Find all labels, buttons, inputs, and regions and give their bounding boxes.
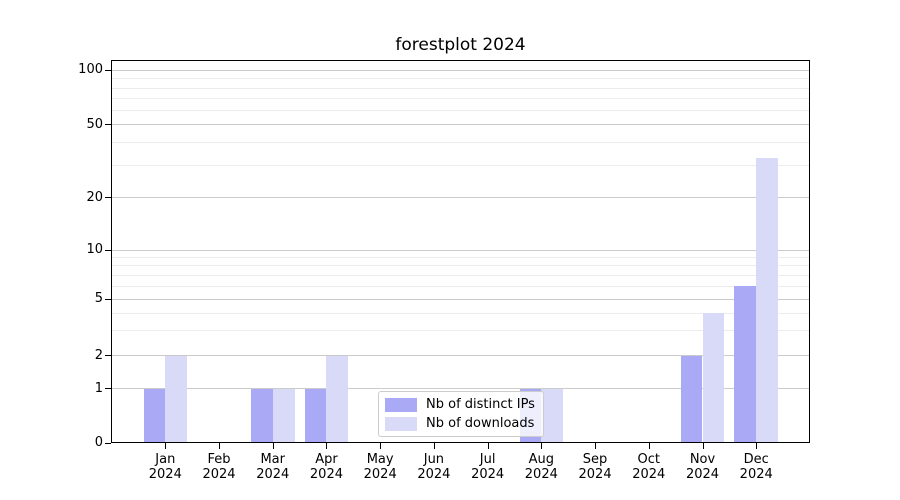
legend-label-distinct-ips: Nb of distinct IPs	[426, 397, 535, 412]
bar-distinct-ips-dec	[734, 286, 757, 442]
y-tick-50	[105, 124, 111, 126]
x-tick-may	[380, 443, 382, 449]
gridline-minor-30	[112, 165, 809, 167]
x-tick-label-jan: Jan 2024	[148, 452, 182, 482]
chart-title: forestplot 2024	[395, 35, 526, 55]
bar-distinct-ips-jan	[143, 388, 166, 442]
x-tick-label-may: May 2024	[363, 452, 397, 482]
x-tick-aug	[541, 443, 543, 449]
y-tick-label-100: 100	[78, 62, 103, 78]
gridline-minor-8	[112, 265, 809, 267]
legend-swatch-downloads	[385, 416, 417, 431]
y-tick-10	[105, 249, 111, 251]
x-tick-label-nov: Nov 2024	[685, 452, 720, 482]
x-tick-jul	[487, 443, 489, 449]
gridline-minor-90	[112, 78, 809, 80]
x-tick-apr	[326, 443, 328, 449]
x-tick-label-oct: Oct 2024	[632, 452, 666, 482]
x-tick-label-feb: Feb 2024	[202, 452, 236, 482]
x-tick-sep	[595, 443, 597, 449]
gridline-minor-4	[112, 312, 809, 314]
y-tick-label-0: 0	[94, 435, 103, 450]
gridline-major-5	[112, 298, 809, 300]
x-tick-label-mar: Mar 2024	[256, 452, 290, 482]
y-tick-2	[105, 355, 111, 357]
y-tick-label-10: 10	[86, 242, 103, 257]
x-tick-label-apr: Apr 2024	[309, 452, 343, 482]
bar-downloads-dec	[756, 158, 779, 442]
gridline-minor-80	[112, 87, 809, 89]
gridline-major-10	[112, 249, 809, 251]
gridline-minor-40	[112, 142, 809, 144]
x-tick-label-aug: Aug 2024	[524, 452, 558, 482]
y-tick-label-5: 5	[94, 291, 103, 307]
y-tick-5	[105, 298, 111, 300]
y-tick-100	[105, 69, 111, 71]
bar-distinct-ips-nov	[680, 355, 703, 442]
x-tick-label-dec: Dec 2024	[739, 452, 773, 482]
y-tick-label-2: 2	[94, 347, 103, 363]
legend-item-distinct-ips: Nb of distinct IPs	[385, 397, 537, 412]
bar-downloads-mar	[272, 388, 295, 442]
x-tick-label-sep: Sep 2024	[578, 452, 612, 482]
gridline-major-50	[112, 124, 809, 126]
x-tick-oct	[648, 443, 650, 449]
y-tick-label-1: 1	[94, 380, 103, 396]
bar-downloads-jan	[165, 355, 188, 442]
legend-item-downloads: Nb of downloads	[385, 416, 537, 431]
x-tick-jan	[165, 443, 167, 449]
bar-distinct-ips-mar	[250, 388, 273, 442]
x-tick-mar	[272, 443, 274, 449]
y-tick-20	[105, 197, 111, 199]
bar-downloads-apr	[326, 355, 349, 442]
bar-downloads-nov	[702, 313, 725, 442]
gridline-major-100	[112, 69, 809, 71]
gridline-minor-60	[112, 110, 809, 112]
gridline-minor-7	[112, 274, 809, 276]
legend: Nb of distinct IPs Nb of downloads	[378, 391, 544, 437]
gridline-minor-3	[112, 330, 809, 332]
gridline-major-2	[112, 355, 809, 357]
x-tick-feb	[219, 443, 221, 449]
gridline-major-20	[112, 197, 809, 199]
bar-distinct-ips-apr	[304, 388, 327, 442]
x-tick-jun	[433, 443, 435, 449]
y-tick-1	[105, 388, 111, 390]
gridline-minor-6	[112, 285, 809, 287]
gridline-major-1	[112, 388, 809, 390]
bar-downloads-aug	[541, 388, 564, 442]
x-tick-dec	[756, 443, 758, 449]
gridline-minor-70	[112, 98, 809, 100]
legend-swatch-distinct-ips	[385, 397, 417, 412]
y-tick-label-50: 50	[86, 116, 103, 132]
x-tick-nov	[702, 443, 704, 449]
y-tick-0	[105, 442, 111, 444]
x-tick-label-jul: Jul 2024	[471, 452, 505, 482]
gridline-minor-9	[112, 257, 809, 259]
x-tick-label-jun: Jun 2024	[417, 452, 451, 482]
y-tick-label-20: 20	[86, 189, 103, 205]
legend-label-downloads: Nb of downloads	[426, 416, 535, 431]
